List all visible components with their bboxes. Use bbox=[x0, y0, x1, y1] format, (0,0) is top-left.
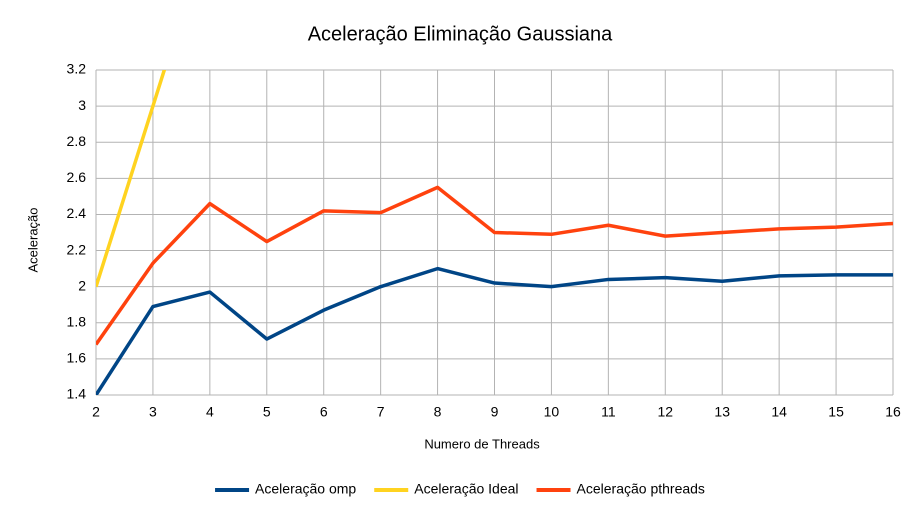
x-tick-label: 10 bbox=[544, 404, 560, 420]
legend-label: Aceleração Ideal bbox=[414, 481, 518, 497]
legend: Aceleração omp Aceleração Ideal Aceleração… bbox=[215, 481, 705, 497]
legend-item: Aceleração Ideal bbox=[374, 481, 519, 497]
y-tick-label: 3 bbox=[78, 97, 86, 113]
x-tick-label: 7 bbox=[377, 404, 385, 420]
data-line bbox=[96, 185, 893, 346]
y-tick-label: 2 bbox=[78, 277, 86, 293]
y-tick-label: 2.8 bbox=[67, 133, 87, 149]
y-tick-label: 2.4 bbox=[67, 205, 87, 221]
x-tick-label: 6 bbox=[320, 404, 328, 420]
legend-label: Aceleração omp bbox=[255, 481, 356, 497]
x-tick-label: 13 bbox=[714, 404, 730, 420]
x-tick-label: 2 bbox=[92, 404, 100, 420]
y-tick-label: 1.4 bbox=[67, 386, 87, 402]
x-tick-label: 11 bbox=[601, 404, 616, 420]
y-tick-label: 3.2 bbox=[67, 61, 87, 77]
x-tick-label: 16 bbox=[885, 404, 901, 420]
x-tick-label: 9 bbox=[491, 404, 499, 420]
x-tick-label: 14 bbox=[771, 404, 787, 420]
plot-area bbox=[96, 70, 893, 395]
legend-item: Aceleração pthreads bbox=[536, 481, 705, 497]
chart-title: Aceleração Eliminação Gaussiana bbox=[308, 23, 613, 45]
y-tick-label: 2.2 bbox=[67, 241, 87, 257]
y-tick-label: 2.6 bbox=[67, 169, 87, 185]
x-tick-label: 5 bbox=[263, 404, 271, 420]
y-axis-label: Aceleração bbox=[25, 207, 40, 272]
y-tick-label: 1.6 bbox=[67, 350, 87, 366]
x-tick-label: 12 bbox=[657, 404, 673, 420]
y-tick-label: 1.8 bbox=[67, 313, 87, 329]
legend-item: Aceleração omp bbox=[215, 481, 356, 497]
x-tick-label: 3 bbox=[149, 404, 157, 420]
legend-label: Aceleração pthreads bbox=[577, 481, 705, 497]
x-axis-label: Numero de Threads bbox=[424, 436, 540, 451]
x-tick-label: 15 bbox=[828, 404, 844, 420]
x-tick-label: 8 bbox=[434, 404, 442, 420]
data-line bbox=[96, 266, 893, 395]
x-tick-label: 4 bbox=[206, 404, 214, 420]
